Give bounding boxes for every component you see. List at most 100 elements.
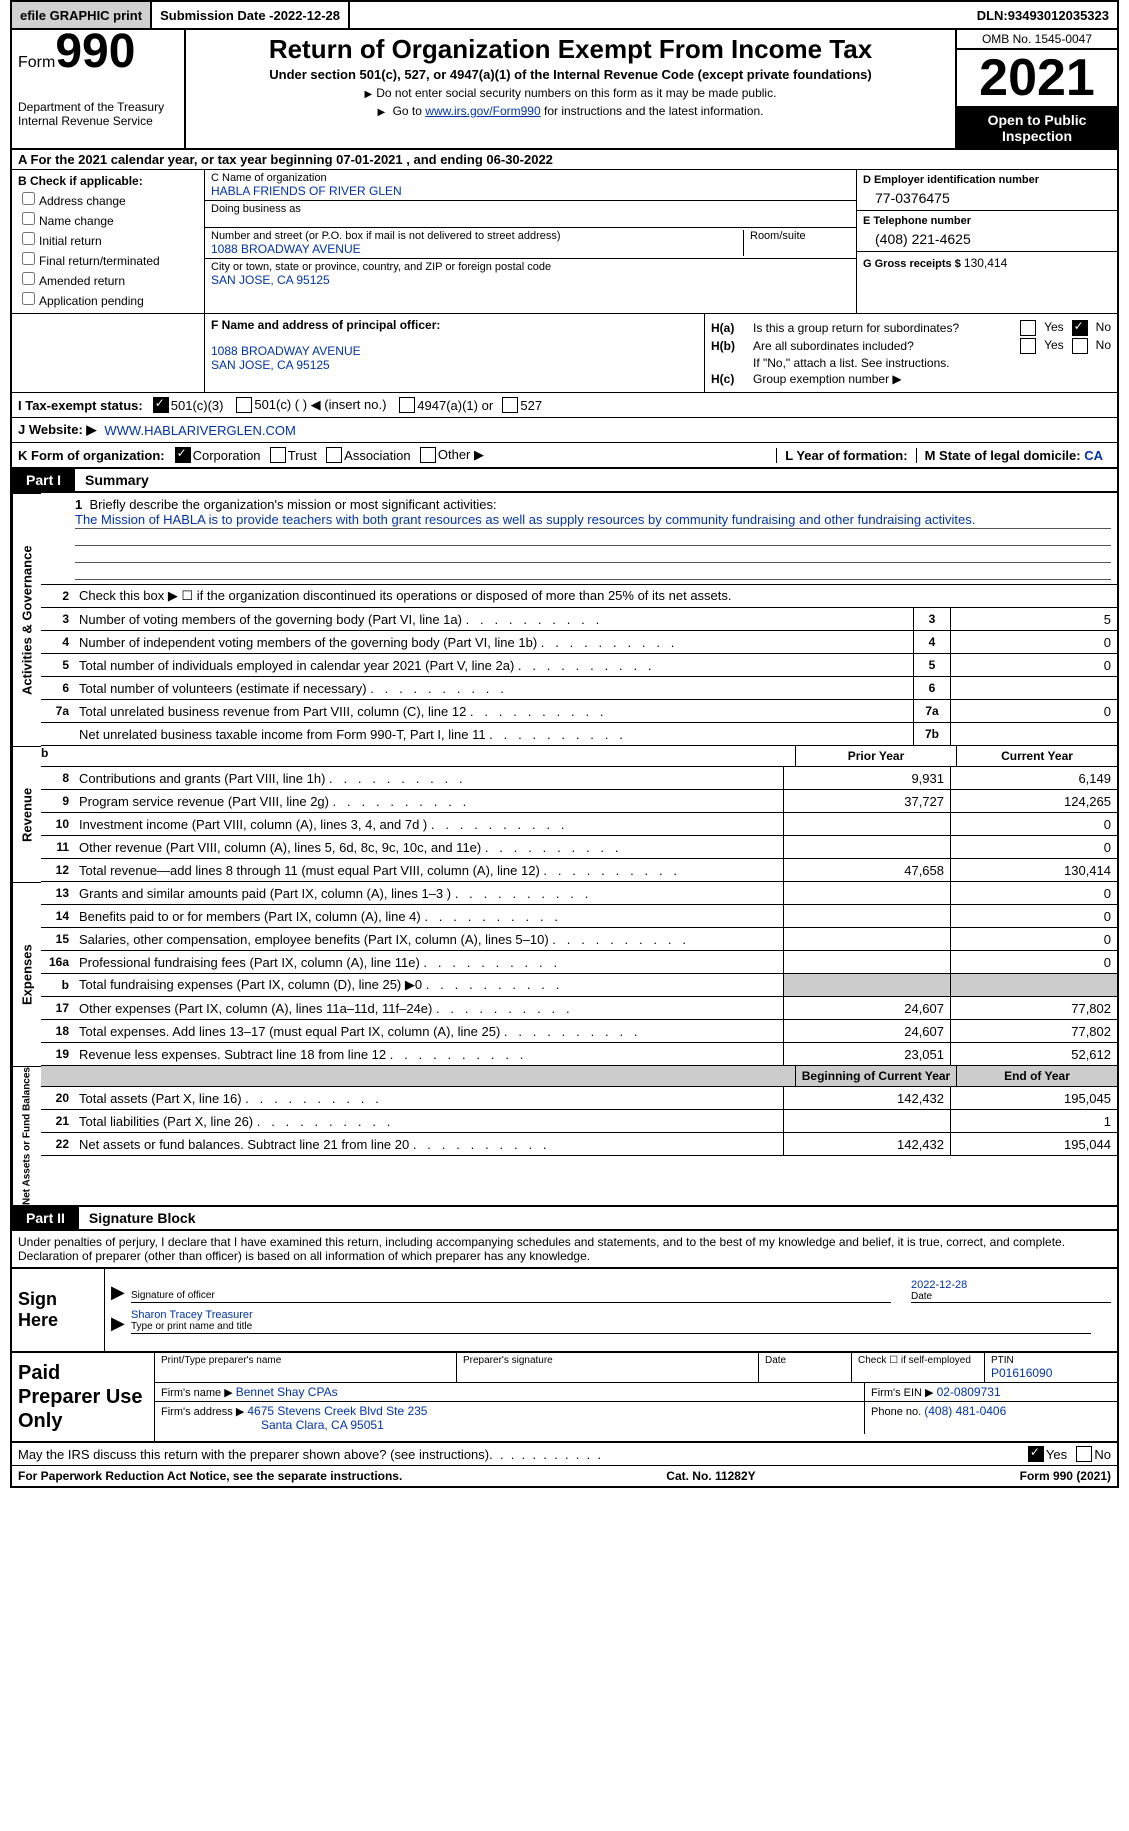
row-ref: 4 (913, 631, 951, 653)
prior-year-value (783, 1110, 951, 1132)
hb-text: Are all subordinates included? (753, 339, 1018, 353)
paid-preparer-label: Paid Preparer Use Only (12, 1353, 155, 1441)
firm-name-value: Bennet Shay CPAs (236, 1385, 338, 1399)
row-ref: 7b (913, 723, 951, 745)
section-h: H(a) Is this a group return for subordin… (705, 314, 1117, 392)
submission-date-value: 2022-12-28 (274, 8, 341, 23)
row-description: Total unrelated business revenue from Pa… (75, 702, 913, 721)
row-number: 13 (41, 886, 75, 900)
mission-text: The Mission of HABLA is to provide teach… (75, 512, 1111, 529)
city-value: SAN JOSE, CA 95125 (211, 273, 850, 287)
ha-yes-label: Yes (1044, 320, 1064, 336)
discuss-text: May the IRS discuss this return with the… (18, 1447, 489, 1462)
i-4947-checkbox[interactable] (399, 397, 415, 413)
firm-ein-label: Firm's EIN ▶ (871, 1387, 934, 1399)
city-label: City or town, state or province, country… (211, 261, 850, 273)
vlabel-net-assets: Net Assets or Fund Balances (12, 1066, 41, 1205)
mission-prompt: Briefly describe the organization's miss… (89, 497, 496, 512)
summary-row: bTotal fundraising expenses (Part IX, co… (41, 974, 1117, 997)
prior-year-value: 37,727 (783, 790, 951, 812)
current-year-value: 0 (951, 951, 1117, 973)
row-value: 5 (951, 608, 1117, 630)
officer-name-field[interactable]: Sharon Tracey Treasurer Type or print na… (131, 1309, 1091, 1334)
prior-year-value: 23,051 (783, 1043, 951, 1065)
hb-no-checkbox[interactable] (1072, 338, 1088, 354)
row-number: 21 (41, 1114, 75, 1128)
omb-number: OMB No. 1545-0047 (957, 30, 1117, 50)
row-ref: 7a (913, 700, 951, 722)
activities-governance-section: Activities & Governance 1 Briefly descri… (10, 493, 1119, 746)
cb-app-pending[interactable]: Application pending (18, 289, 198, 308)
mission-box: 1 Briefly describe the organization's mi… (41, 493, 1117, 585)
prior-year-value (783, 813, 951, 835)
i-527-checkbox[interactable] (502, 397, 518, 413)
section-f: F Name and address of principal officer:… (205, 314, 705, 392)
current-year-value: 0 (951, 813, 1117, 835)
line-2-text: Check this box ▶ ☐ if the organization d… (75, 586, 1117, 606)
i-501c-checkbox[interactable] (236, 397, 252, 413)
irs-link[interactable]: www.irs.gov/Form990 (425, 104, 540, 118)
f-label: F Name and address of principal officer: (211, 318, 698, 332)
m-state-domicile: M State of legal domicile: CA (916, 448, 1111, 463)
ein-value: 77-0376475 (863, 186, 1111, 206)
current-year-value: 124,265 (951, 790, 1117, 812)
officer-name-value: Sharon Tracey Treasurer (131, 1309, 253, 1321)
prior-year-value (783, 928, 951, 950)
summary-row: 20Total assets (Part X, line 16)142,4321… (41, 1087, 1117, 1110)
page-footer: For Paperwork Reduction Act Notice, see … (10, 1466, 1119, 1488)
footer-cat: Cat. No. 11282Y (666, 1469, 755, 1483)
row-number: 8 (41, 771, 75, 785)
row-i-tax-exempt: I Tax-exempt status: 501(c)(3) 501(c) ( … (10, 393, 1119, 418)
k-corp-checkbox[interactable] (175, 447, 191, 463)
goto-post: for instructions and the latest informat… (544, 104, 763, 118)
col-prior-year: Prior Year (795, 746, 956, 766)
tel-label: E Telephone number (863, 215, 1111, 227)
hb-yes-checkbox[interactable] (1020, 338, 1036, 354)
irs-label: Internal Revenue Service (18, 114, 178, 128)
revenue-section: Revenue b Prior Year Current Year 8Contr… (10, 746, 1119, 882)
prior-year-value (783, 974, 951, 996)
summary-row: 14Benefits paid to or for members (Part … (41, 905, 1117, 928)
current-year-value: 52,612 (951, 1043, 1117, 1065)
f-empty-left (12, 314, 205, 392)
cb-final-return[interactable]: Final return/terminated (18, 249, 198, 268)
k-trust-checkbox[interactable] (270, 447, 286, 463)
summary-row: Net unrelated business taxable income fr… (41, 723, 1117, 746)
firm-ein-value: 02-0809731 (937, 1385, 1001, 1399)
section-c: C Name of organization HABLA FRIENDS OF … (205, 170, 856, 313)
discuss-yes-checkbox[interactable] (1028, 1446, 1044, 1462)
row-number: 11 (41, 840, 75, 854)
cb-amended-return[interactable]: Amended return (18, 269, 198, 288)
part2-tab: Part II (12, 1207, 79, 1229)
row-number: 14 (41, 909, 75, 923)
officer-signature-field[interactable]: Signature of officer (131, 1290, 891, 1303)
addr-value: 1088 BROADWAY AVENUE (211, 242, 737, 256)
cb-initial-return[interactable]: Initial return (18, 229, 198, 248)
ptin-label: PTIN (991, 1355, 1111, 1366)
row-number: 16a (41, 955, 75, 969)
ha-no-checkbox[interactable] (1072, 320, 1088, 336)
addr-label: Number and street (or P.O. box if mail i… (211, 230, 737, 242)
row-value (951, 677, 1117, 699)
tel-value: (408) 221-4625 (863, 227, 1111, 247)
current-year-value: 195,045 (951, 1087, 1117, 1109)
row-description: Professional fundraising fees (Part IX, … (75, 953, 783, 972)
ha-yes-checkbox[interactable] (1020, 320, 1036, 336)
cb-name-change[interactable]: Name change (18, 209, 198, 228)
current-year-value: 195,044 (951, 1133, 1117, 1155)
dln-value: 93493012035323 (1008, 8, 1109, 23)
prep-sig-label: Preparer's signature (463, 1355, 752, 1366)
row-value (951, 723, 1117, 745)
discuss-no-checkbox[interactable] (1076, 1446, 1092, 1462)
vlabel-revenue: Revenue (12, 746, 41, 882)
ha-no-label: No (1096, 320, 1111, 336)
row-number: 3 (41, 612, 75, 626)
check-self-label: Check ☐ if self-employed (858, 1355, 978, 1366)
form-990-page: efile GRAPHIC print Submission Date - 20… (0, 0, 1129, 1488)
i-501c3-checkbox[interactable] (153, 397, 169, 413)
k-other-checkbox[interactable] (420, 447, 436, 463)
cb-address-change[interactable]: Address change (18, 189, 198, 208)
gross-value: 130,414 (964, 256, 1007, 270)
k-assoc-checkbox[interactable] (326, 447, 342, 463)
hc-label: H(c) (711, 372, 753, 386)
